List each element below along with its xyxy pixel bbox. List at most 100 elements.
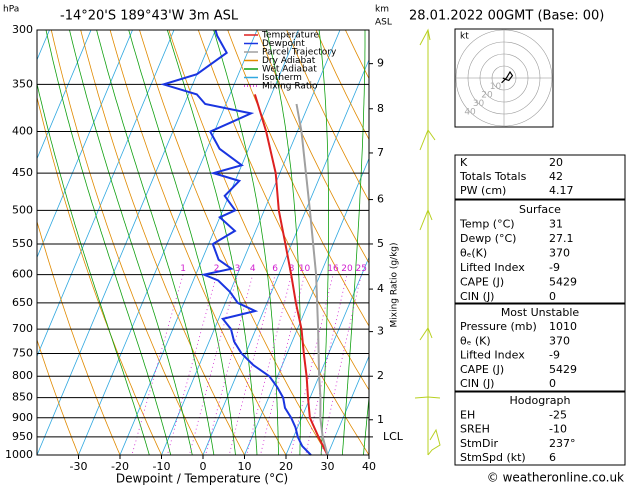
- dry-adiabat: [594, 6, 629, 473]
- table-label: Lifted Index: [460, 349, 525, 362]
- table-value: 0: [549, 290, 556, 303]
- table-label: CIN (J): [460, 290, 494, 303]
- table-value: 4.17: [549, 184, 574, 197]
- km-unit: km: [375, 5, 389, 15]
- table-label: CIN (J): [460, 377, 494, 390]
- dry-adiabat: [565, 6, 629, 473]
- y-tick-label: 600: [12, 268, 33, 281]
- profile-line: [297, 104, 328, 455]
- mixing-ratio-line: [127, 275, 183, 473]
- table-value: 5429: [549, 276, 577, 289]
- table-value: 6: [549, 451, 556, 464]
- table-value: 237°: [549, 437, 576, 450]
- table-value: 370: [549, 247, 570, 260]
- barb: [420, 210, 432, 230]
- x-axis-title: Dewpoint / Temperature (°C): [116, 472, 288, 486]
- table-value: 0: [549, 377, 556, 390]
- table-value: -9: [549, 349, 560, 362]
- table-label: Temp (°C): [459, 218, 515, 231]
- wet-adiabat: [64, 6, 196, 473]
- km-tick-label: 5: [377, 237, 384, 250]
- mixing-ratio-line: [287, 275, 333, 473]
- mixing-ratio-label: 20: [341, 264, 353, 274]
- hodograph-trace: [502, 72, 513, 83]
- dry-adiabat: [132, 6, 338, 473]
- hodograph-unit: kt: [460, 32, 469, 42]
- table-value: -9: [549, 261, 560, 274]
- table-label: θₑ(K): [460, 247, 487, 260]
- dry-adiabat: [623, 6, 629, 473]
- km-tick-label: 4: [377, 282, 384, 295]
- y-tick-label: 750: [12, 346, 33, 359]
- table-label: Totals Totals: [459, 170, 527, 183]
- wind-barbs: [415, 30, 440, 455]
- location: -14°20'S 189°43'W 3m ASL: [60, 9, 239, 24]
- hodograph-ring-label: 40: [464, 107, 476, 117]
- table-label: StmSpd (kt): [460, 451, 526, 464]
- table-label: StmDir: [460, 437, 499, 450]
- table-label: Dewp (°C): [460, 232, 516, 245]
- y-tick-label: 500: [12, 203, 33, 216]
- y-tick-label: 800: [12, 369, 33, 382]
- dry-adiabat: [46, 6, 212, 473]
- wet-adiabat: [20, 6, 154, 473]
- km-tick-label: 2: [377, 369, 384, 382]
- km-tick-label: 6: [377, 193, 384, 206]
- lcl-label: LCL: [383, 430, 404, 443]
- wet-adiabat: [341, 6, 365, 473]
- datetime: 28.01.2022 00GMT (Base: 00): [409, 9, 604, 24]
- table-title: Hodograph: [510, 394, 571, 407]
- table-value: 5429: [549, 363, 577, 376]
- x-tick-label: 30: [321, 460, 335, 473]
- km-tick-label: 8: [377, 102, 384, 115]
- isotherm: [71, 6, 267, 473]
- y-tick-label: 550: [12, 237, 33, 250]
- mixing-ratio-label: 3: [235, 264, 241, 274]
- table-label: CAPE (J): [460, 276, 504, 289]
- pressure-unit: hPa: [3, 5, 19, 15]
- mixing-ratio-line: [201, 275, 253, 473]
- mixing-ratio-label: 1: [180, 264, 186, 274]
- mixing-ratio-label: 16: [327, 264, 339, 274]
- mixing-ratio-label: 4: [250, 264, 256, 274]
- table-label: SREH: [460, 423, 490, 436]
- y-tick-label: 450: [12, 166, 33, 179]
- wet-adiabat: [316, 6, 329, 473]
- y-tick-label: 400: [12, 125, 33, 138]
- km-tick-label: 7: [377, 146, 384, 159]
- footer: © weatheronline.co.uk: [487, 471, 624, 485]
- table-label: CAPE (J): [460, 363, 504, 376]
- dry-adiabat: [219, 6, 464, 473]
- table-value: -10: [549, 423, 567, 436]
- x-tick-label: 40: [362, 460, 376, 473]
- table-label: EH: [460, 408, 475, 421]
- x-tick-label: -30: [70, 460, 88, 473]
- table-label: Lifted Index: [460, 261, 525, 274]
- table-value: 31: [549, 218, 563, 231]
- table-value: 42: [549, 170, 563, 183]
- table-value: 1010: [549, 320, 577, 333]
- km-ref: ASL: [375, 18, 392, 28]
- barb: [420, 328, 432, 340]
- table-label: Pressure (mb): [460, 320, 537, 333]
- y-tick-label: 650: [12, 296, 33, 309]
- profile-line: [164, 30, 311, 455]
- table-label: PW (cm): [460, 184, 506, 197]
- table-label: θₑ (K): [460, 334, 491, 347]
- mixing-ratio-label: 6: [272, 264, 278, 274]
- table-title: Most Unstable: [501, 306, 580, 319]
- wet-adiabat: [160, 6, 258, 473]
- y-tick-label: 1000: [5, 448, 33, 461]
- barb: [428, 430, 440, 455]
- table-value: 370: [549, 334, 570, 347]
- y-tick-label: 850: [12, 391, 33, 404]
- table-value: 27.1: [549, 232, 574, 245]
- mixing-ratio-axis-title: Mixing Ratio (g/kg): [390, 242, 400, 327]
- legend-label: Mixing Ratio: [262, 82, 318, 92]
- y-tick-label: 950: [12, 430, 33, 443]
- y-tick-label: 350: [12, 77, 33, 90]
- mixing-ratio-line: [185, 275, 238, 473]
